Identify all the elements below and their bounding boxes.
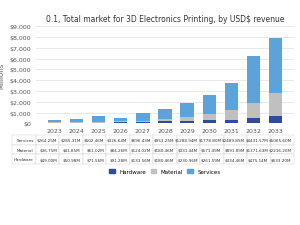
- Bar: [225, 84, 238, 110]
- Title: 0.1, Total market for 3D Electronics Printing, by USD$ revenue: 0.1, Total market for 3D Electronics Pri…: [46, 14, 284, 23]
- Bar: [181, 121, 194, 124]
- Bar: [269, 39, 282, 93]
- Bar: [92, 123, 105, 124]
- Bar: [202, 96, 216, 115]
- Bar: [225, 120, 238, 124]
- Y-axis label: Millions: Millions: [0, 62, 4, 88]
- Bar: [269, 117, 282, 124]
- Bar: [48, 120, 61, 123]
- Bar: [158, 110, 172, 120]
- Bar: [114, 122, 128, 123]
- Bar: [158, 122, 172, 124]
- Bar: [269, 93, 282, 117]
- Bar: [136, 113, 149, 121]
- Bar: [202, 121, 216, 124]
- Bar: [70, 123, 83, 124]
- Bar: [247, 119, 260, 124]
- Bar: [247, 56, 260, 104]
- Bar: [70, 120, 83, 123]
- Bar: [92, 122, 105, 123]
- Bar: [114, 123, 128, 124]
- Bar: [247, 104, 260, 119]
- Bar: [136, 122, 149, 124]
- Legend: Hardware, Material, Services: Hardware, Material, Services: [107, 167, 223, 176]
- Bar: [202, 115, 216, 121]
- Bar: [158, 120, 172, 122]
- Bar: [181, 104, 194, 118]
- Bar: [114, 118, 128, 122]
- Bar: [225, 110, 238, 120]
- Bar: [48, 123, 61, 124]
- Bar: [92, 117, 105, 122]
- Bar: [136, 121, 149, 122]
- Bar: [181, 118, 194, 121]
